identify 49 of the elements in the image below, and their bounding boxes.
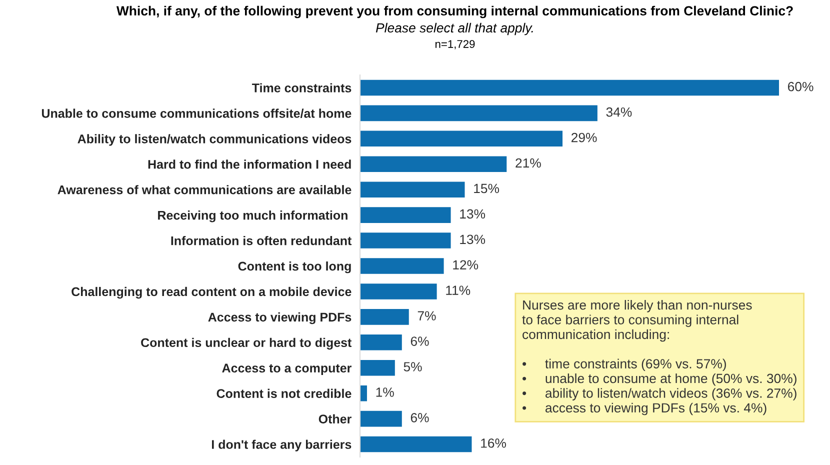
bar [360, 334, 402, 350]
data-label: 7% [418, 311, 436, 320]
y-tick-label: Access to viewing PDFs [208, 312, 352, 324]
bar [360, 309, 409, 325]
y-tick-label: Access to a computer [222, 364, 352, 375]
data-label: 60% [788, 82, 814, 92]
data-label: 12% [453, 260, 478, 270]
bar [360, 232, 451, 248]
bar [360, 207, 451, 223]
bar [360, 156, 507, 172]
chart-subtitle: Please select all that apply. [376, 22, 533, 36]
bar [360, 80, 779, 96]
data-label: 6% [410, 413, 429, 422]
y-tick-label: Ability to listen/watch communications videos [78, 134, 352, 146]
data-label: 6% [410, 336, 429, 346]
bar [360, 284, 437, 300]
y-tick-label: Time constraints [252, 83, 352, 92]
bar [360, 182, 465, 198]
bar [360, 105, 598, 122]
data-label: 13% [460, 234, 486, 244]
text: Nurses are more likely than non-nurses to face barriers to consuming internal communication including: • time constraints (69% vs. 57%) • unable to consume at home (50% vs. 30%) • ability to listen/watch videos (36% vs. 27%) • access to viewing PDFs (15% vs. 4%) [522, 300, 796, 416]
y-tick-label: Challenging to read content on a mobile device [72, 286, 352, 299]
bar [360, 385, 367, 402]
y-tick-label: I don't face any barriers [212, 440, 352, 452]
data-label: 5% [404, 362, 422, 372]
y-tick-label: Content is unclear or hard to digest [141, 338, 352, 350]
y-tick-label: Other [318, 414, 352, 424]
bar [360, 258, 444, 274]
data-label: 1% [376, 388, 394, 397]
y-tick-label: Awareness of what communications are available [58, 185, 352, 194]
text: n=1,729 [436, 40, 475, 50]
bar [360, 410, 402, 427]
data-label: 34% [606, 107, 632, 117]
bar [360, 130, 563, 147]
data-label: 21% [516, 158, 541, 168]
y-tick-label: Unable to consume communications offsite/at home [42, 108, 352, 118]
chart-title: Which, if any, of the following prevent you from consuming internal communications from Cleveland Clinic? [116, 6, 793, 18]
data-label: 15% [474, 184, 500, 194]
bar [360, 436, 472, 452]
y-tick-label: Content is too long [238, 261, 351, 274]
data-label: 16% [481, 438, 506, 448]
bar [360, 360, 395, 376]
y-tick-label: Content is not credible [216, 388, 352, 398]
y-tick-label: Hard to find the information I need [148, 160, 351, 169]
data-label: 29% [572, 132, 597, 142]
y-tick-label: Information is often redundant [171, 236, 352, 246]
y-tick-label: Receiving too much information [158, 210, 348, 222]
data-label: 13% [460, 209, 486, 219]
data-label: 11% [446, 286, 470, 295]
